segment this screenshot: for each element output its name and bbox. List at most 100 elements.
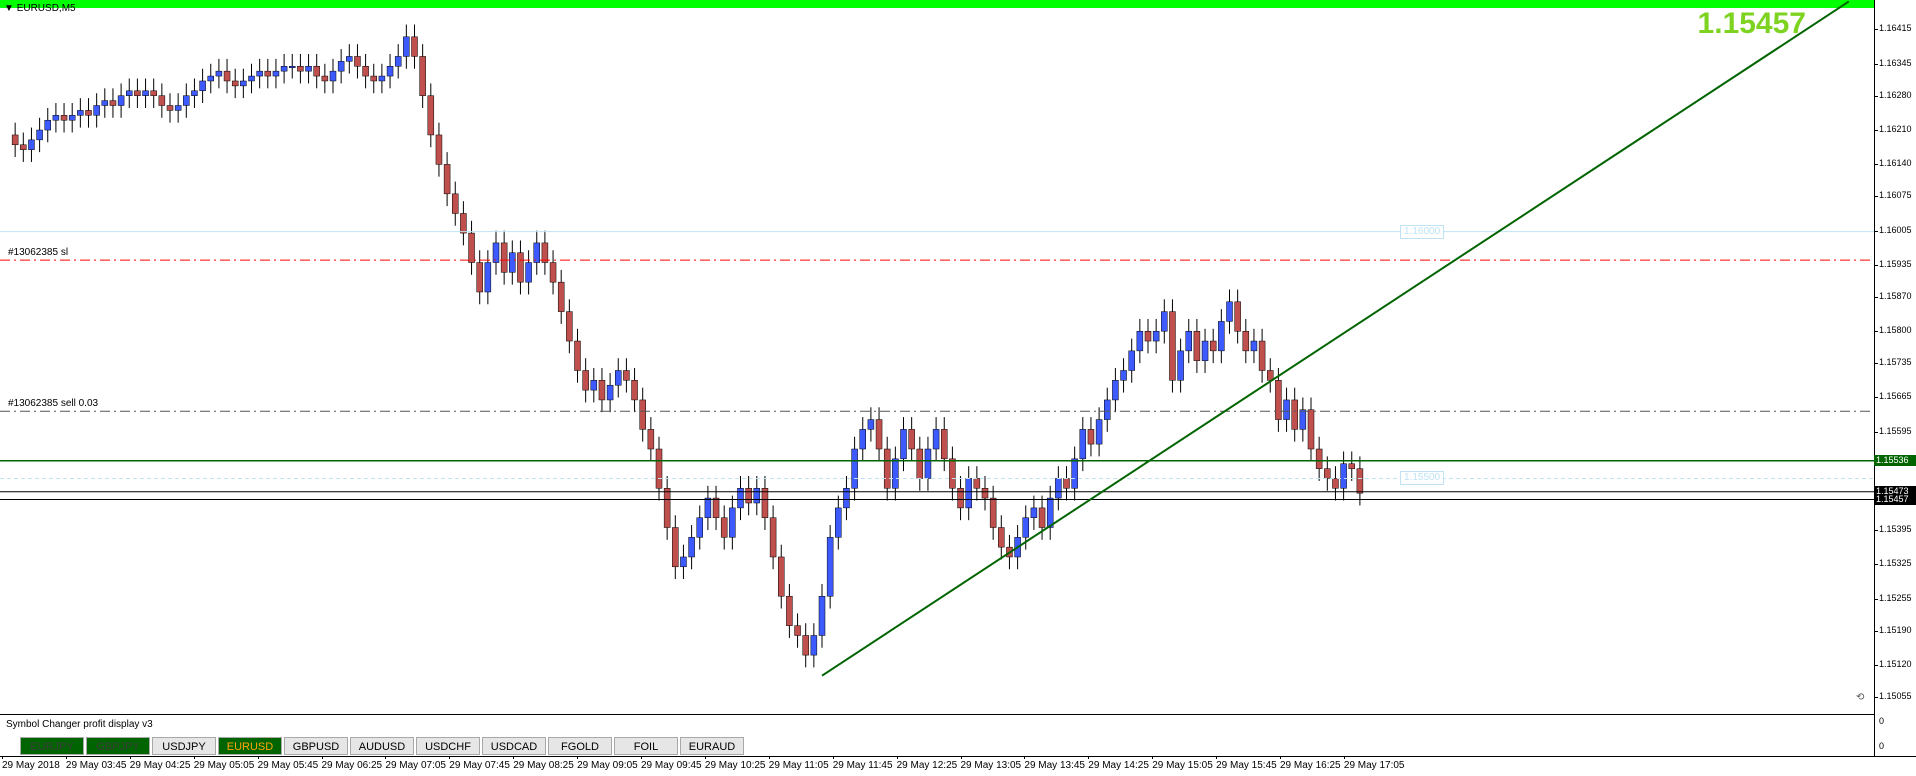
bear-candle xyxy=(109,100,117,106)
bear-candle xyxy=(778,556,785,597)
chart-shift-icon[interactable]: ⟲ xyxy=(1856,692,1865,703)
bear-candle xyxy=(875,419,883,450)
bull-candle xyxy=(280,65,288,72)
bear-candle xyxy=(1087,429,1095,445)
bull-candle xyxy=(346,56,353,62)
bull-candle xyxy=(403,36,410,57)
bull-candle xyxy=(77,110,84,116)
bear-candle xyxy=(223,70,231,82)
bear-candle xyxy=(1315,448,1323,469)
bull-candle xyxy=(305,65,312,72)
bull-candle xyxy=(1136,330,1144,352)
symbol-button-foil[interactable]: FOIL xyxy=(614,737,678,755)
bull-candle xyxy=(924,448,932,479)
symbol-button-audusd[interactable]: AUDUSD xyxy=(350,737,414,755)
bull-candle xyxy=(272,70,280,77)
bear-candle xyxy=(802,635,809,656)
bear-candle xyxy=(631,380,638,401)
price-tick-label: 1.16140 xyxy=(1875,158,1916,168)
bull-candle xyxy=(688,537,695,558)
bear-candle xyxy=(1348,463,1355,469)
bear-candle xyxy=(786,595,793,626)
bear-candle xyxy=(989,497,997,528)
bull-candle xyxy=(533,242,540,263)
symbol-button-gbpjpy[interactable]: GBPJPY xyxy=(86,737,150,755)
level-tag-lower[interactable]: 1.15500 xyxy=(1400,471,1445,486)
bear-candle xyxy=(574,340,581,371)
price-tag: 1.15457 xyxy=(1874,494,1916,506)
bull-candle xyxy=(68,115,76,121)
time-axis[interactable]: 29 May 2018 29 May 03:45 29 May 04:25 29 Ma… xyxy=(0,756,1916,776)
bear-candle xyxy=(134,90,141,96)
time-tick-label: 29 May 06:25 xyxy=(321,756,383,771)
symbol-button-gbpusd[interactable]: GBPUSD xyxy=(284,737,348,755)
bull-candle xyxy=(484,262,492,293)
bull-candle xyxy=(1201,340,1209,361)
bear-candle xyxy=(313,65,320,77)
bear-candle xyxy=(476,262,483,293)
time-tick-label: 29 May 2018 xyxy=(2,756,60,771)
bull-candle xyxy=(337,61,345,72)
bull-candle xyxy=(174,105,182,111)
bull-candle xyxy=(509,252,516,273)
bull-candle xyxy=(737,488,744,509)
panel-title: Symbol Changer profit display v3 xyxy=(6,719,153,730)
symbol-button-usdjpy[interactable]: USDJPY xyxy=(152,737,216,755)
price-chart[interactable] xyxy=(0,0,1874,714)
symbol-button-fgold[interactable]: FGOLD xyxy=(548,737,612,755)
level-tag-upper[interactable]: 1.16000 xyxy=(1400,224,1445,239)
bear-candle xyxy=(998,527,1005,548)
bear-candle xyxy=(150,90,157,96)
bull-candle xyxy=(256,70,263,77)
bear-candle xyxy=(60,115,68,121)
bull-candle xyxy=(289,65,296,68)
time-tick-label: 29 May 09:45 xyxy=(641,756,702,771)
bear-candle xyxy=(745,488,752,504)
chart-area[interactable]: ▼ EURUSD,M5 1.15457 #13062385 sl #130623… xyxy=(0,0,1874,714)
panel-axis-bottom: 0 xyxy=(1879,741,1885,751)
price-axis[interactable]: 1.16415 1.16345 1.16280 1.16210 1.16140 1.160… xyxy=(1874,0,1916,714)
symbol-button-eurusd[interactable]: EURUSD xyxy=(218,737,282,755)
symbol-button-euraud[interactable]: EURAUD xyxy=(680,737,744,755)
bull-candle xyxy=(696,517,703,538)
bear-candle xyxy=(566,311,573,342)
bear-candle xyxy=(1169,311,1176,381)
bull-candle xyxy=(240,80,247,87)
panel-axis-top: 0 xyxy=(1879,716,1885,726)
bear-candle xyxy=(973,478,981,489)
time-tick-label: 29 May 07:05 xyxy=(385,756,446,771)
bear-candle xyxy=(655,448,663,489)
current-price-display: 1.15457 xyxy=(1697,7,1806,40)
bear-candle xyxy=(557,281,565,312)
time-tick-label: 29 May 09:05 xyxy=(577,756,638,771)
bull-candle xyxy=(753,488,761,504)
bull-candle xyxy=(28,139,35,150)
bull-candle xyxy=(1120,370,1127,381)
bull-candle xyxy=(590,380,598,391)
bull-candle xyxy=(1177,350,1184,381)
time-tick-label: 29 May 10:25 xyxy=(704,756,766,771)
bull-candle xyxy=(851,448,858,489)
time-tick-label: 29 May 16:25 xyxy=(1280,756,1341,771)
bear-candle xyxy=(435,134,443,165)
bear-candle xyxy=(362,65,369,77)
stop-loss-label[interactable]: #13062385 sl xyxy=(8,247,69,259)
bear-candle xyxy=(321,75,329,82)
bear-candle xyxy=(1242,330,1250,352)
time-tick-label: 29 May 07:45 xyxy=(449,756,510,771)
bull-candle xyxy=(1340,463,1347,489)
bull-candle xyxy=(191,90,198,96)
bull-candle xyxy=(394,56,402,67)
symbol-button-eurjpy[interactable]: EURJPY xyxy=(20,737,84,755)
bull-candle xyxy=(1104,399,1111,420)
time-tick-label: 29 May 13:45 xyxy=(1024,756,1085,771)
time-tick-label: 29 May 15:05 xyxy=(1152,756,1213,771)
symbol-button-usdcad[interactable]: USDCAD xyxy=(482,737,546,755)
bull-candle xyxy=(1112,380,1119,401)
bull-candle xyxy=(810,635,818,656)
sell-order-label[interactable]: #13062385 sell 0.03 xyxy=(8,398,99,410)
symbol-button-usdchf[interactable]: USDCHF xyxy=(416,737,480,755)
bull-candle xyxy=(1095,419,1103,445)
bear-candle xyxy=(1291,399,1298,430)
bull-candle xyxy=(1299,409,1307,430)
